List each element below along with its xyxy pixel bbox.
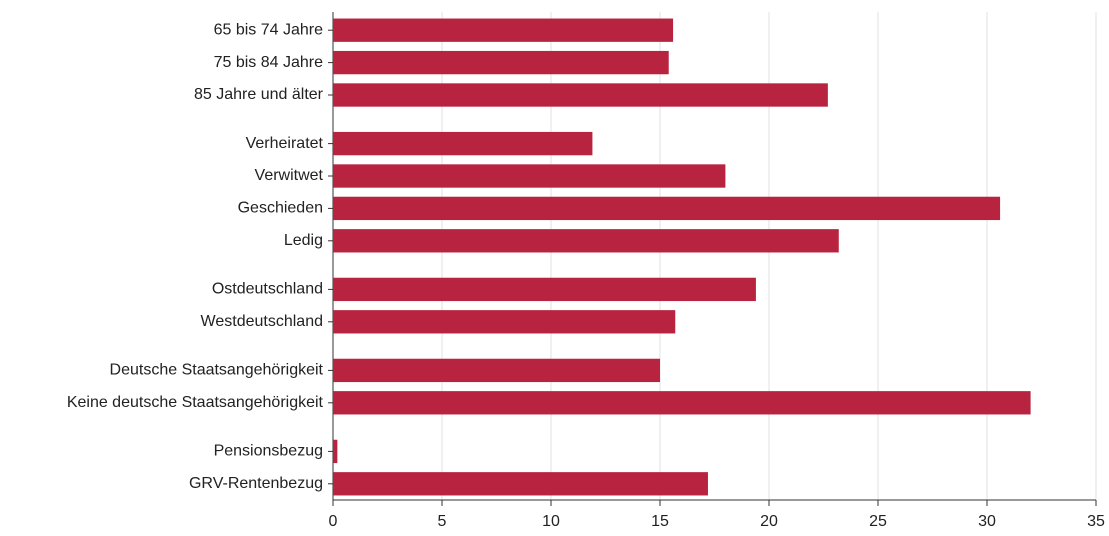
y-tick-label: Deutsche Staatsangehörigkeit (110, 362, 324, 379)
y-tick-label: 85 Jahre und älter (194, 86, 324, 103)
x-tick-label: 5 (438, 513, 447, 530)
x-tick-label: 25 (869, 513, 887, 530)
bar (333, 277, 756, 302)
y-tick-label: Pensionsbezug (214, 443, 323, 460)
x-tick-label: 35 (1087, 513, 1105, 530)
bar (333, 391, 1031, 415)
bar (333, 164, 726, 188)
y-tick-label: Verheiratet (246, 135, 324, 152)
x-tick-label: 15 (651, 513, 669, 530)
bar (333, 196, 1001, 221)
y-tick-label: Verwitwet (255, 167, 324, 184)
y-tick-label: 75 bis 84 Jahre (214, 54, 324, 71)
y-tick-label: Westdeutschland (201, 313, 323, 330)
bar (333, 83, 828, 107)
x-tick-label: 0 (329, 513, 338, 530)
bar (333, 18, 674, 42)
bar (333, 131, 593, 156)
bar (333, 50, 669, 75)
y-tick-label: Ledig (284, 232, 323, 249)
y-tick-label: GRV-Rentenbezug (189, 475, 323, 492)
x-tick-label: 20 (760, 513, 778, 530)
bar (333, 229, 839, 253)
y-tick-label: 65 bis 74 Jahre (214, 21, 324, 38)
y-tick-label: Keine deutsche Staatsangehörigkeit (67, 394, 324, 411)
y-tick-label: Ostdeutschland (212, 281, 323, 298)
bar (333, 472, 708, 496)
bar (333, 358, 660, 383)
bar (333, 439, 338, 464)
x-tick-label: 10 (542, 513, 560, 530)
y-tick-label: Geschieden (238, 200, 323, 217)
bar (333, 310, 676, 334)
x-tick-label: 30 (978, 513, 996, 530)
